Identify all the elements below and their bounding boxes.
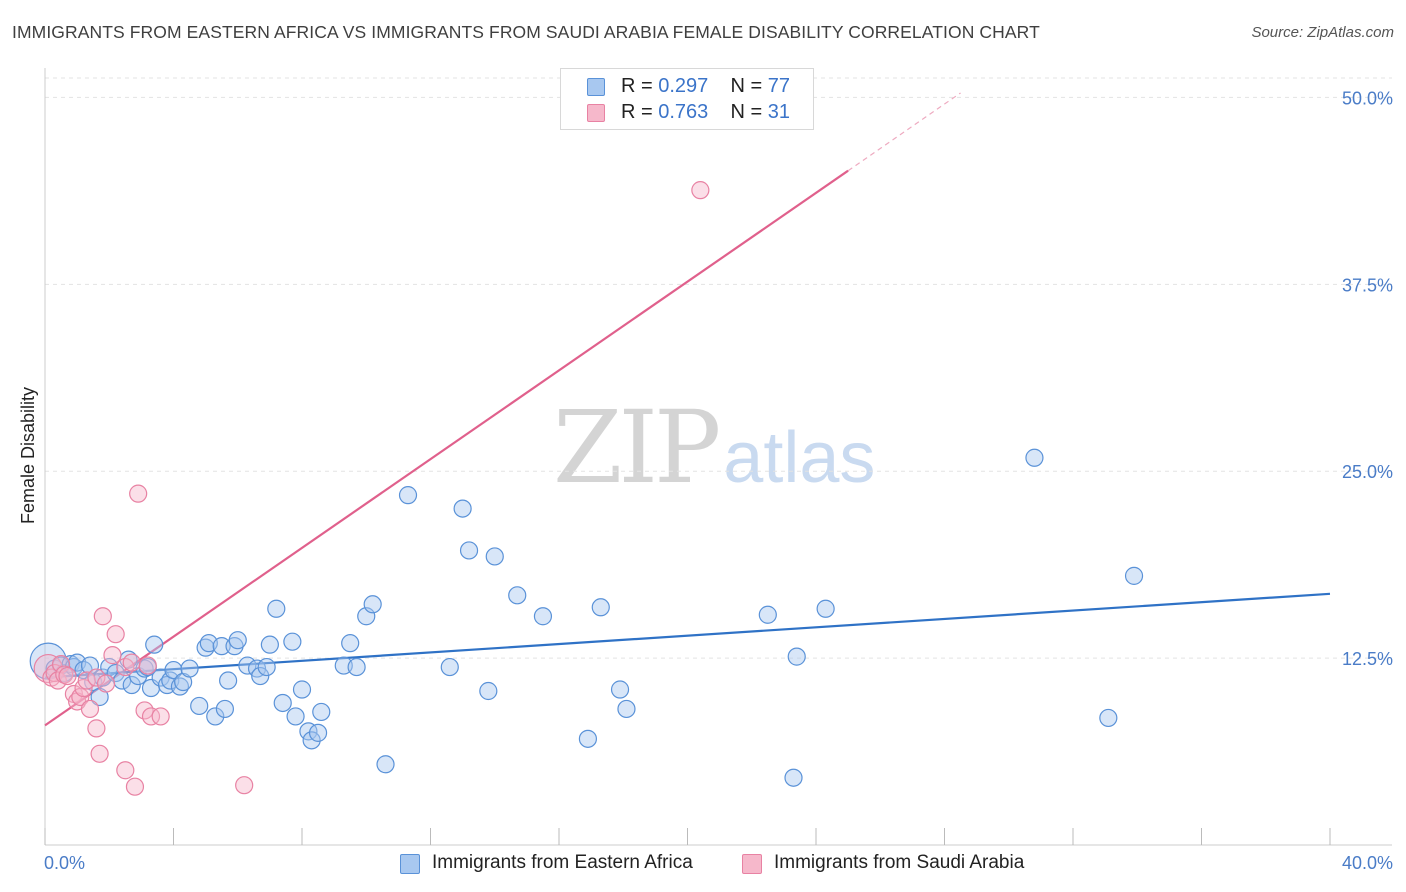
legend-n-label: N = <box>730 101 763 123</box>
eastern-africa-point <box>145 635 164 654</box>
saudi-arabia-point <box>116 761 135 780</box>
eastern-africa-point <box>215 699 234 719</box>
watermark: ZIPatlas <box>553 398 875 498</box>
series-legend-label: Immigrants from Eastern Africa <box>432 852 693 873</box>
eastern-africa-point <box>758 605 777 624</box>
saudi-arabia-point <box>87 668 106 687</box>
eastern-africa-point <box>347 657 366 677</box>
legend-r-value: 0.763 <box>658 101 709 123</box>
eastern-africa-point <box>787 647 806 666</box>
eastern-africa-point <box>784 768 803 787</box>
saudi-arabia-point <box>58 666 77 686</box>
saudi-arabia-point <box>106 625 125 644</box>
x-tick-label: 0.0% <box>44 853 85 873</box>
saudi-arabia-point <box>90 744 109 763</box>
eastern-africa-point <box>190 696 209 716</box>
y-tick-label: 37.5% <box>1342 275 1393 295</box>
series-legend: Immigrants from Eastern Africa Immigrant… <box>0 852 1406 878</box>
eastern-africa-point <box>591 598 610 617</box>
y-tick-label: 50.0% <box>1342 88 1393 108</box>
eastern-africa-point <box>816 599 835 618</box>
legend-n-value: 77 <box>767 75 791 97</box>
eastern-africa-point <box>312 702 331 722</box>
eastern-africa-point <box>398 486 418 505</box>
eastern-africa-point <box>533 607 553 626</box>
eastern-africa-point <box>308 723 328 742</box>
eastern-africa-point <box>440 657 459 677</box>
y-tick-label: 25.0% <box>1342 462 1393 482</box>
saudi-arabia-point <box>141 707 161 726</box>
legend-r-value: 0.297 <box>658 75 709 97</box>
eastern-africa-point <box>260 635 279 654</box>
trend-lines <box>44 92 1331 727</box>
eastern-africa-point <box>485 547 504 566</box>
legend-swatch-pink <box>587 104 605 122</box>
saudi-arabia-trendline-extension <box>847 92 961 172</box>
legend-swatch-pink <box>742 854 762 874</box>
eastern-africa-point <box>219 671 238 690</box>
eastern-africa-point <box>283 632 302 651</box>
eastern-africa-point <box>617 699 636 719</box>
eastern-africa-point <box>206 707 225 726</box>
grid-lines <box>45 77 1392 659</box>
eastern-africa-point <box>341 634 360 653</box>
legend-r-label: R = <box>621 101 653 123</box>
data-points <box>29 181 1144 796</box>
saudi-arabia-point <box>87 719 106 738</box>
eastern-africa-point <box>228 631 247 650</box>
saudi-arabia-point <box>235 776 254 795</box>
legend-r-label: R = <box>621 75 653 97</box>
eastern-africa-point <box>1099 708 1118 728</box>
eastern-africa-point <box>459 541 479 560</box>
saudi-arabia-point <box>122 653 141 672</box>
tick-labels: 12.5% 25.0% 37.5% 50.0% 0.0% 40.0% Female Disa… <box>18 88 1393 873</box>
eastern-africa-point <box>267 599 286 618</box>
watermark-atlas: atlas <box>723 418 876 498</box>
saudi-arabia-point <box>125 777 145 796</box>
saudi-arabia-point <box>93 607 112 626</box>
y-axis-title: Female Disability <box>18 387 38 524</box>
saudi-arabia-trendline <box>44 169 849 727</box>
eastern-africa-point <box>363 595 382 614</box>
eastern-africa-point <box>610 680 630 699</box>
eastern-africa-point <box>257 657 276 677</box>
chart-title: IMMIGRANTS FROM EASTERN AFRICA VS IMMIGR… <box>12 22 1040 42</box>
x-tick-label: 40.0% <box>1342 853 1393 873</box>
saudi-arabia-point <box>80 699 100 719</box>
saudi-arabia-point <box>129 484 148 503</box>
eastern-africa-point <box>1124 566 1144 585</box>
legend-swatch-blue <box>587 78 605 96</box>
saudi-arabia-point <box>691 181 710 200</box>
series-legend-label: Immigrants from Saudi Arabia <box>774 852 1025 873</box>
eastern-africa-point <box>479 681 498 701</box>
eastern-africa-point <box>453 499 472 518</box>
saudi-arabia-point <box>96 674 116 693</box>
saudi-arabia-point <box>103 646 122 665</box>
eastern-africa-point <box>302 731 321 750</box>
saudi-arabia-point <box>151 707 170 726</box>
watermark-zip: ZIP <box>553 389 721 506</box>
legend-n-value: 31 <box>767 101 791 123</box>
eastern-africa-point <box>122 675 141 695</box>
eastern-africa-point <box>1025 448 1044 467</box>
saudi-arabia-point <box>138 656 157 675</box>
eastern-africa-point <box>508 586 527 605</box>
eastern-africa-point <box>376 755 395 774</box>
eastern-africa-point <box>251 666 270 686</box>
eastern-africa-point <box>164 660 183 680</box>
eastern-africa-point <box>212 637 231 656</box>
eastern-africa-point <box>292 680 312 699</box>
source-label[interactable]: Source: ZipAtlas.com <box>1251 24 1394 41</box>
legend-swatch-blue <box>400 854 420 874</box>
y-tick-label: 12.5% <box>1342 649 1393 669</box>
correlation-legend: R = 0.297 N = 77 R = 0.763 N = 31 <box>560 68 814 130</box>
legend-n-label: N = <box>730 75 763 97</box>
eastern-africa-point <box>273 693 292 713</box>
axes <box>44 68 1392 846</box>
eastern-africa-point <box>578 729 598 748</box>
eastern-africa-point <box>286 707 305 726</box>
eastern-africa-point <box>180 659 199 678</box>
